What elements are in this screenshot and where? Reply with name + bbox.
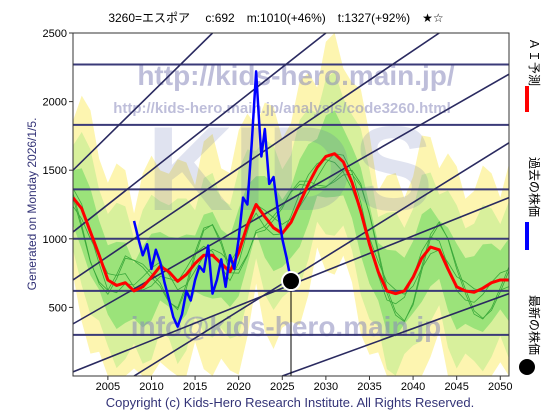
y-tick-label: 2000: [43, 97, 67, 109]
generated-date-label: Generated on Monday 2026/1/5.: [25, 118, 39, 291]
legend-label-past-price: 過去の株価: [527, 157, 542, 217]
x-tick-label: 2035: [357, 381, 381, 393]
series-line-past-price: [132, 70, 293, 328]
forecast-scenario-line: [73, 173, 509, 322]
trend-channel-line: [133, 142, 509, 376]
chart-lines: [73, 33, 509, 376]
trend-channel-line: [73, 33, 214, 171]
copyright-footer: Copyright (c) Kids-Hero Research Institu…: [106, 395, 474, 410]
legend: ＡＩ予測 過去の株価 最新の株価: [519, 38, 542, 375]
y-tick-label: 1500: [43, 165, 67, 177]
trend-channel-line: [282, 292, 509, 376]
x-tick-label: 2015: [183, 381, 207, 393]
x-tick-label: 2005: [96, 381, 120, 393]
trend-channel-line: [73, 33, 440, 281]
chart-axes: 500 1000 1500 2000 2500 2005 2010 2015 2020 2025 2…: [43, 28, 513, 393]
chart-marks: [73, 70, 509, 376]
x-tick-label: 2020: [226, 381, 250, 393]
x-tick-label: 2045: [444, 381, 468, 393]
x-tick-label: 2030: [314, 381, 338, 393]
forecast-scenario-line: [73, 159, 509, 295]
legend-swatch-latest-price: [519, 359, 535, 375]
plot-frame: [72, 32, 510, 377]
y-tick-label: 2500: [43, 28, 67, 40]
y-tick-label: 1000: [43, 234, 67, 246]
chart-header: 3260=エスポア c:692 m:1010(+46%) t:1327(+92%…: [108, 11, 443, 25]
legend-label-latest-price: 最新の株価: [527, 295, 542, 355]
series-line-ai-forecast: [73, 152, 509, 296]
trend-channel-line: [73, 33, 327, 233]
legend-label-ai-forecast: ＡＩ予測: [527, 38, 541, 86]
latest-price-marker: [281, 271, 301, 292]
x-tick-label: 2025: [270, 381, 294, 393]
x-tick-label: 2040: [401, 381, 425, 393]
x-tick-label: 2050: [488, 381, 512, 393]
x-tick-label: 2010: [139, 381, 163, 393]
y-tick-label: 500: [49, 302, 67, 314]
watermark-url-code: http://kids-hero.main.jp/analysis/code32…: [113, 100, 451, 117]
